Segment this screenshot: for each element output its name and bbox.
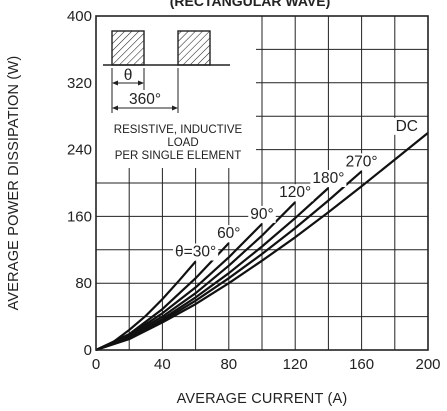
y-tick-label: 320 [67,75,92,92]
series-label-2: 90° [250,206,273,223]
series-label-bg [173,243,219,261]
load-note-line-2: LOAD [167,137,198,149]
series-line-3 [95,201,296,352]
y-axis-label: AVERAGE POWER DISSIPATION (W) [6,56,22,311]
y-tick-labels: 0 80 160 240 320 400 [67,8,92,359]
series-label-bg [343,153,380,171]
load-note-line-1: RESISTIVE, INDUCTIVE [114,124,243,136]
series-label-bg [393,117,420,135]
x-tick-labels: 0 40 80 120 160 200 [92,356,441,373]
series-line-6 [95,132,429,352]
y-tick-label: 80 [75,275,92,292]
series-label-3: 120° [279,184,311,201]
series-label-bg [310,170,347,188]
series-label-4: 180° [312,170,344,187]
period-label: 360° [129,91,161,108]
series-label-bg [215,225,243,243]
pulse-2 [177,30,211,66]
series-label-1: 60° [217,225,240,242]
series-label-5: 270° [346,153,378,170]
load-note-line-3: PER SINGLE ELEMENT [115,150,242,162]
x-tick-label: 160 [349,356,374,373]
x-tick-label: 120 [283,356,308,373]
x-tick-label: 80 [220,356,237,373]
theta-label: θ [124,67,133,84]
series-line-0 [95,260,197,352]
series-labels: θ=30°60° 90° 120°180°270° DC [173,117,420,261]
y-tick-label: 0 [84,342,92,359]
chart-series [95,132,429,352]
series-label-bg [248,205,276,223]
x-tick-label: 200 [415,356,440,373]
series-line-4 [95,187,330,352]
y-tick-label: 160 [67,208,92,225]
series-label-bg [277,184,314,202]
pulse-1 [111,30,145,66]
series-label-0: θ=30° [175,243,216,260]
y-tick-label: 240 [67,142,92,159]
x-tick-label: 0 [92,356,100,373]
plot-frame [95,15,429,351]
chart-title: (RECTANGULAR WAVE) [170,0,330,9]
y-tick-label: 400 [67,8,92,25]
waveform-inset: θ 360° RESISTIVE, INDUCTIVE LOAD PER SIN… [103,30,243,162]
x-axis-label: AVERAGE CURRENT (A) [177,391,348,407]
x-tick-label: 40 [154,356,171,373]
series-label-6: DC [396,118,418,135]
